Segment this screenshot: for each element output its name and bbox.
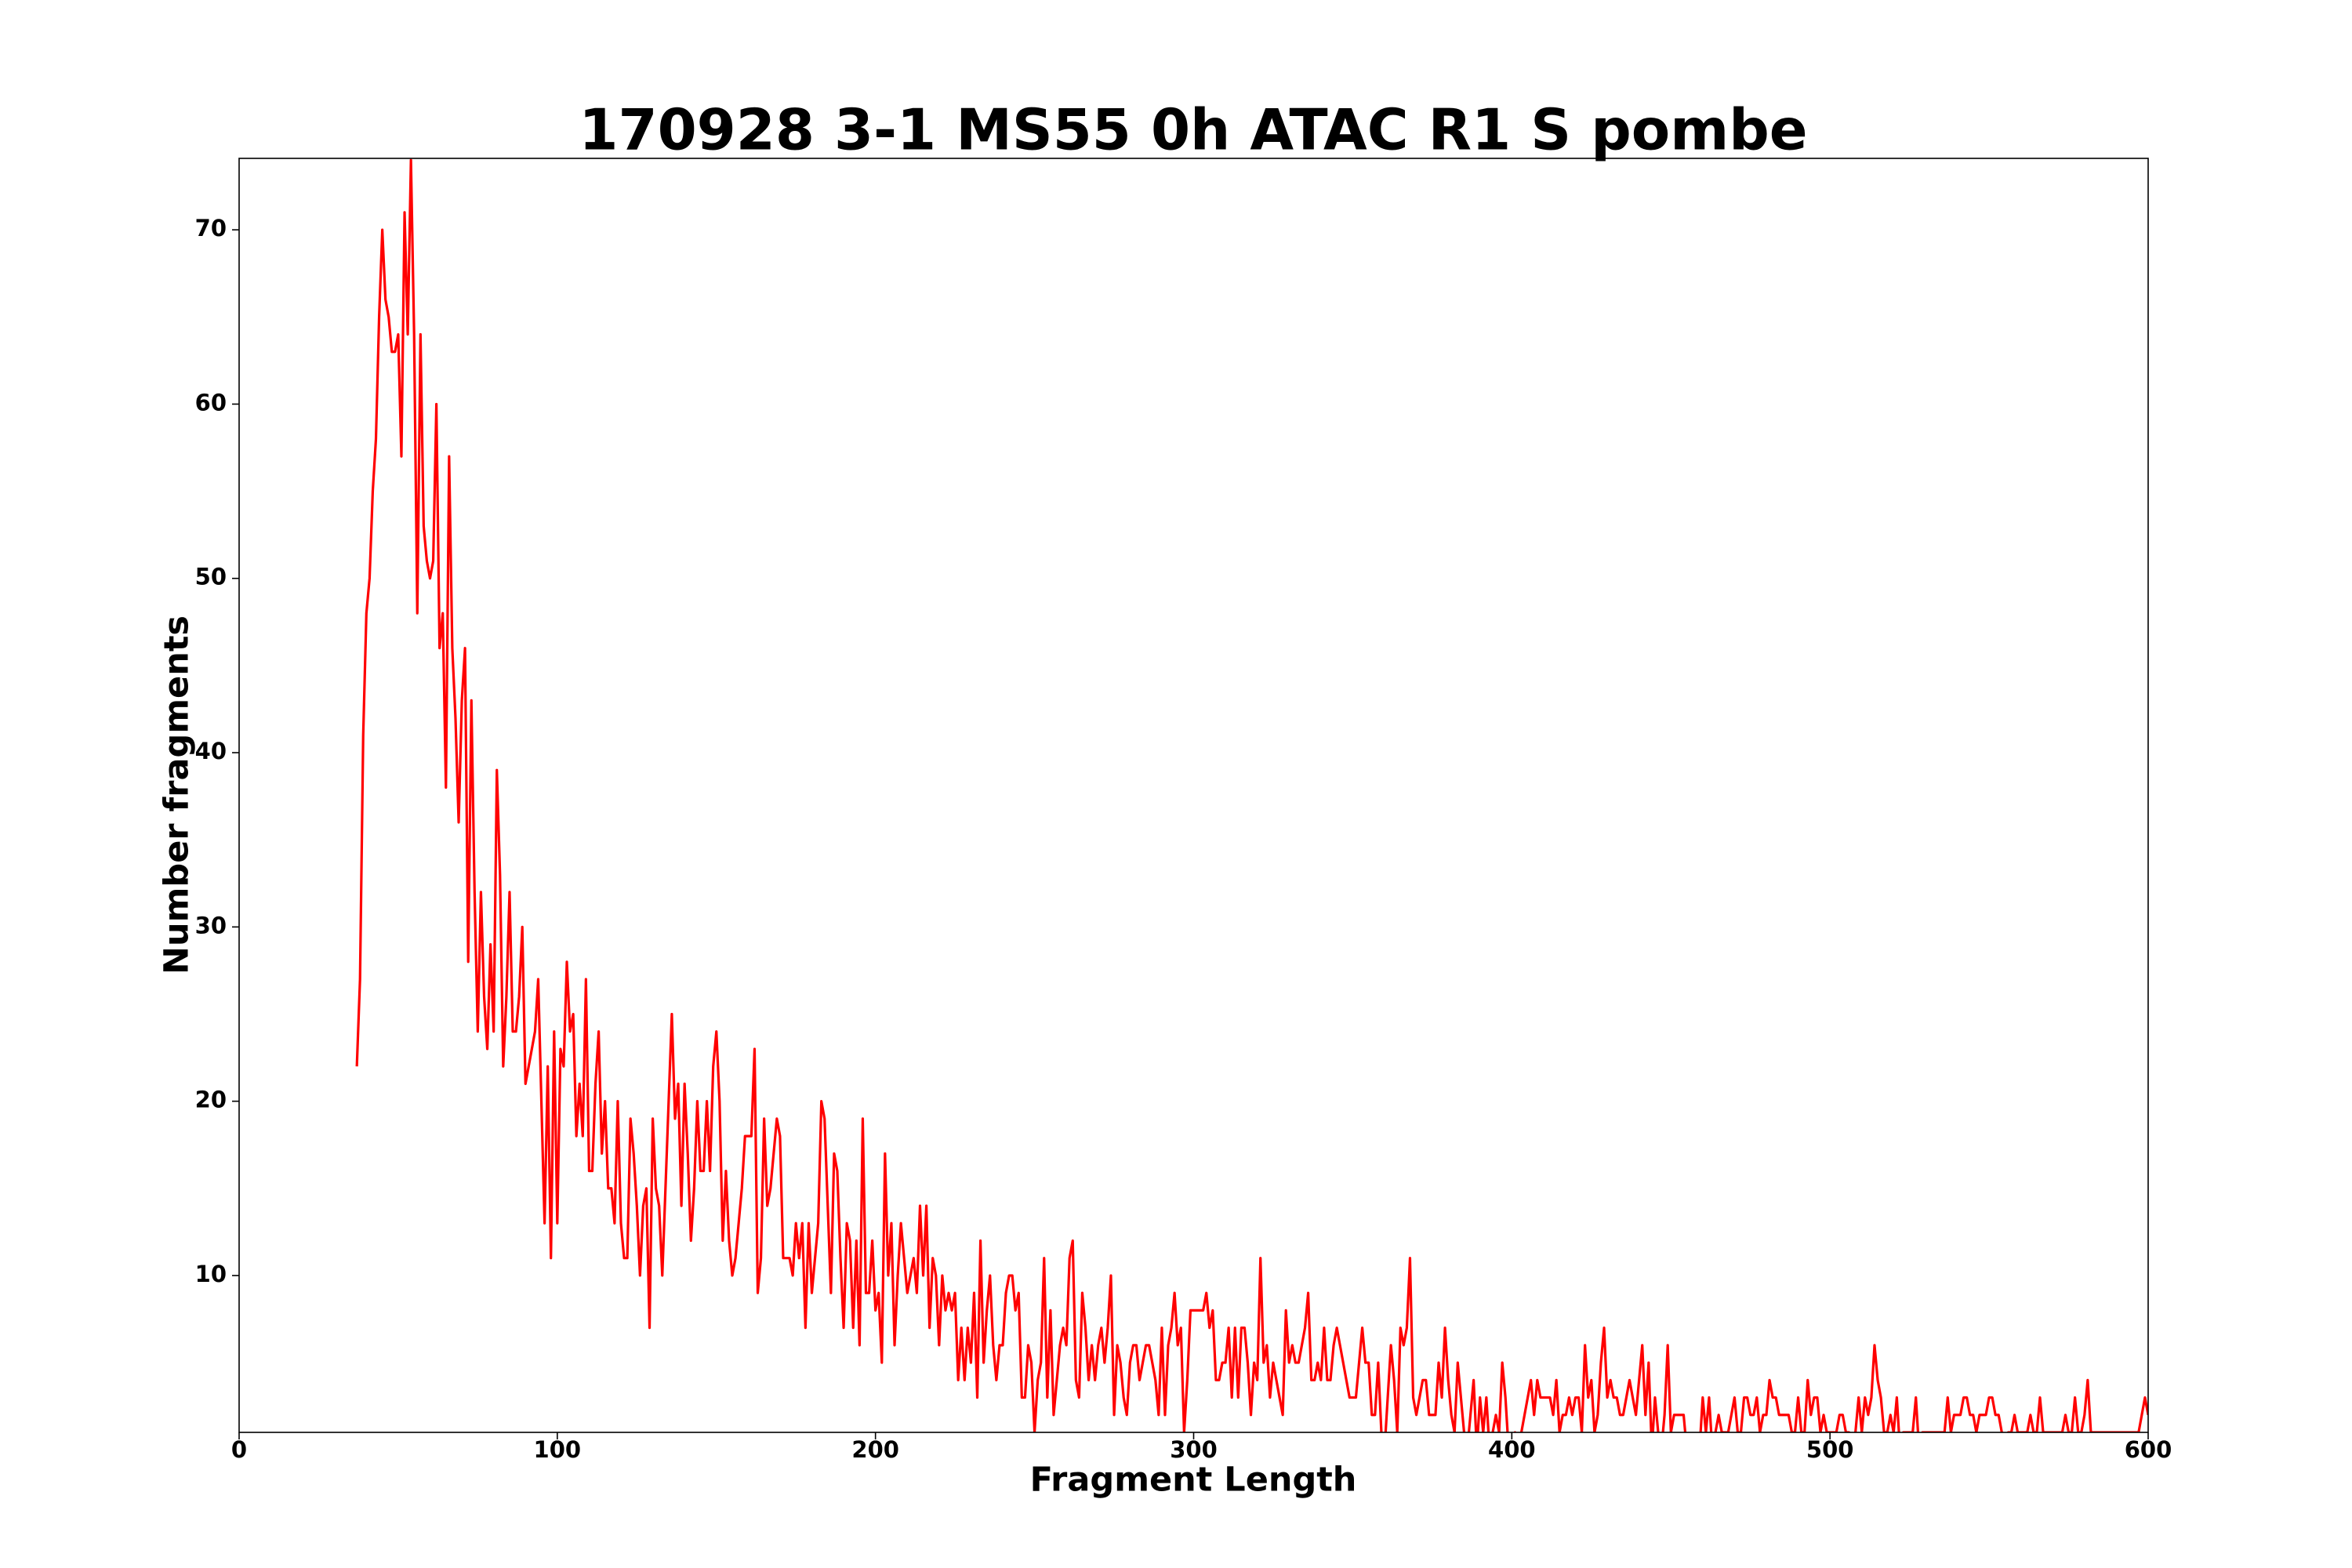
x-tick-label: 300 [1170, 1436, 1218, 1463]
plot-frame [238, 158, 2149, 1433]
x-tick-label: 100 [534, 1436, 582, 1463]
plot-area [355, 158, 2148, 1432]
y-tick-label: 60 [195, 389, 227, 416]
x-axis-label: Fragment Length [1030, 1461, 1357, 1500]
y-tick-label: 50 [195, 564, 227, 590]
y-tick-label: 20 [195, 1087, 227, 1113]
x-tick-label: 500 [1806, 1436, 1854, 1463]
y-tick-label: 30 [195, 912, 227, 938]
x-tick-label: 0 [231, 1436, 247, 1463]
chart-title: 170928 3-1 MS55 0h ATAC R1 S pombe [579, 97, 1807, 163]
x-tick-label: 200 [851, 1436, 899, 1463]
data-line [355, 158, 2148, 1432]
y-tick-label: 70 [195, 215, 227, 241]
x-tick-label: 400 [1488, 1436, 1536, 1463]
y-axis-label: Number fragments [158, 615, 197, 975]
y-tick-label: 10 [195, 1261, 227, 1287]
y-tick-label: 40 [195, 738, 227, 764]
x-tick-label: 600 [2125, 1436, 2172, 1463]
